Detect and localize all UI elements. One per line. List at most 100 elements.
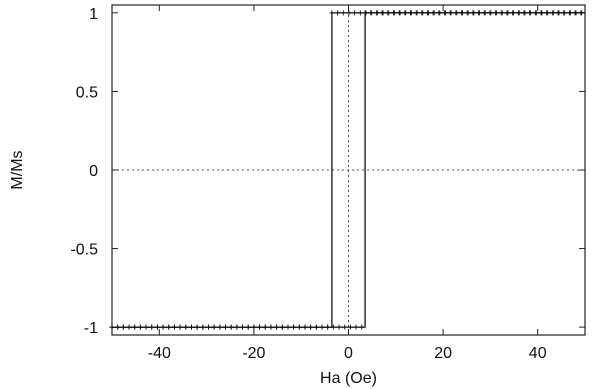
data-point-marker (143, 324, 149, 330)
data-point-marker (521, 10, 527, 16)
data-point-marker (319, 324, 325, 330)
data-point-marker (268, 324, 274, 330)
data-point-marker (120, 324, 126, 330)
data-point-marker (464, 10, 470, 16)
data-point-marker (330, 324, 336, 330)
data-point-marker (177, 324, 183, 330)
data-point-marker (329, 10, 335, 16)
data-point-marker (262, 324, 268, 330)
data-point-marker (336, 324, 342, 330)
data-point-marker (424, 10, 430, 16)
data-point-marker (515, 10, 521, 16)
data-point-marker (453, 10, 459, 16)
data-point-marker (436, 10, 442, 16)
data-point-marker (359, 324, 365, 330)
data-point-marker (217, 324, 223, 330)
data-point-marker (572, 10, 578, 16)
data-point-marker (353, 324, 359, 330)
data-point-marker (205, 324, 211, 330)
x-tick-label: 40 (529, 345, 547, 362)
data-point-marker (390, 10, 396, 16)
data-point-marker (566, 10, 572, 16)
data-point-marker (379, 10, 385, 16)
data-point-marker (544, 10, 550, 16)
data-point-marker (109, 324, 115, 330)
data-point-marker (342, 324, 348, 330)
data-point-marker (302, 324, 308, 330)
data-point-marker (296, 324, 302, 330)
y-tick-label: -1 (84, 320, 98, 337)
data-point-marker (200, 324, 206, 330)
data-point-marker (325, 324, 331, 330)
data-point-marker (137, 324, 143, 330)
data-point-marker (532, 10, 538, 16)
x-tick-label: -20 (242, 345, 265, 362)
data-point-marker (240, 324, 246, 330)
data-point-marker (132, 324, 138, 330)
y-tick-label: 0.5 (76, 84, 98, 101)
data-point-marker (555, 10, 561, 16)
data-point-marker (245, 324, 251, 330)
x-tick-label: 0 (344, 345, 353, 362)
data-point-marker (285, 324, 291, 330)
data-point-marker (346, 10, 352, 16)
data-point-marker (340, 10, 346, 16)
data-point-marker (504, 10, 510, 16)
y-tick-label: 1 (89, 6, 98, 23)
data-point-marker (493, 10, 499, 16)
data-point-marker (274, 324, 280, 330)
x-axis-label: Ha (Oe) (320, 370, 377, 387)
data-point-marker (154, 324, 160, 330)
data-point-marker (396, 10, 402, 16)
data-point-marker (362, 10, 368, 16)
data-point-marker (223, 324, 229, 330)
data-point-marker (279, 324, 285, 330)
data-point-marker (352, 10, 358, 16)
data-point-marker (402, 10, 408, 16)
data-point-marker (476, 10, 482, 16)
data-point-marker (160, 324, 166, 330)
data-point-marker (171, 324, 177, 330)
data-point-marker (549, 10, 555, 16)
data-point-marker (510, 10, 516, 16)
data-point-marker (166, 324, 172, 330)
data-point-marker (481, 10, 487, 16)
data-point-marker (115, 324, 121, 330)
data-point-marker (373, 10, 379, 16)
data-point-marker (368, 10, 374, 16)
data-point-marker (470, 10, 476, 16)
data-point-marker (194, 324, 200, 330)
data-point-marker (234, 324, 240, 330)
data-point-marker (459, 10, 465, 16)
data-point-marker (578, 10, 584, 16)
data-point-marker (183, 324, 189, 330)
data-point-marker (335, 10, 341, 16)
data-point-marker (407, 10, 413, 16)
data-point-marker (419, 10, 425, 16)
data-point-marker (442, 10, 448, 16)
data-point-marker (447, 10, 453, 16)
y-tick-label: 0 (89, 163, 98, 180)
data-point-marker (498, 10, 504, 16)
data-point-marker (357, 10, 363, 16)
data-point-marker (538, 10, 544, 16)
y-axis-label: M/Ms (9, 150, 26, 189)
data-point-marker (291, 324, 297, 330)
data-point-marker (313, 324, 319, 330)
data-point-marker (430, 10, 436, 16)
y-tick-label: -0.5 (70, 242, 98, 259)
data-point-marker (308, 324, 314, 330)
data-point-marker (487, 10, 493, 16)
data-point-marker (385, 10, 391, 16)
data-point-marker (527, 10, 533, 16)
data-point-marker (413, 10, 419, 16)
data-point-marker (257, 324, 263, 330)
data-point-marker (251, 324, 257, 330)
data-point-marker (347, 324, 353, 330)
data-point-marker (188, 324, 194, 330)
data-point-marker (228, 324, 234, 330)
x-tick-label: -40 (148, 345, 171, 362)
data-point-marker (561, 10, 567, 16)
